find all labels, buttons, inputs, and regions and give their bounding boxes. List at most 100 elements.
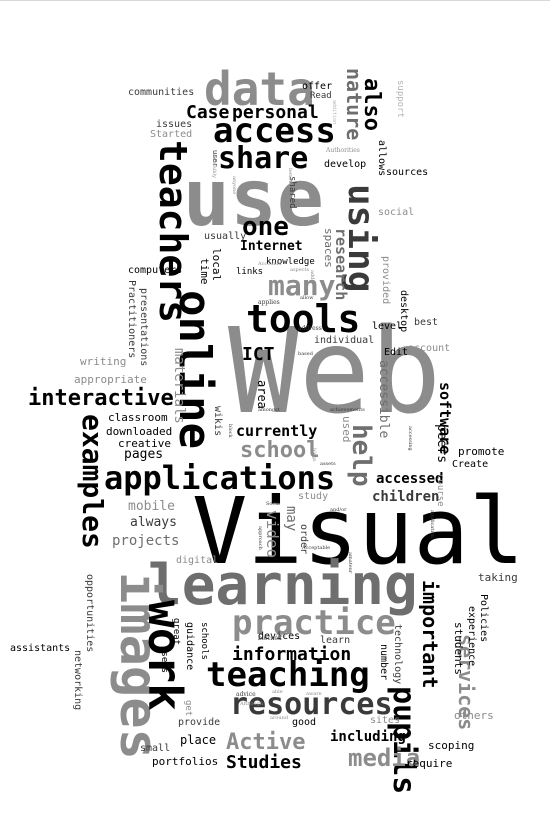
word-advice: advice: [236, 691, 256, 698]
word-local: local: [210, 248, 223, 282]
word-communities: communities: [128, 87, 195, 98]
word-may: may: [283, 506, 299, 532]
word-learn: learn: [320, 635, 351, 646]
word-find: find: [276, 633, 286, 639]
word-number: number: [378, 644, 389, 681]
word-digital: digital: [176, 555, 219, 566]
word-taking: taking: [478, 571, 518, 584]
word-experience: experience: [466, 606, 477, 667]
word-able: able: [272, 689, 283, 695]
word-portfolios: portfolios: [152, 755, 219, 768]
word-students: students: [452, 622, 465, 675]
word-andor: and/or: [330, 507, 347, 513]
word-add: add: [309, 270, 315, 280]
word-information: information: [232, 644, 352, 665]
word-share: share: [218, 141, 309, 176]
word-approach: approach: [257, 526, 263, 550]
word-active: Active: [226, 730, 306, 755]
word-including: including: [330, 729, 406, 745]
word-personal: personal: [232, 102, 319, 123]
word-individual: individual: [314, 335, 375, 346]
word-classroom: classroom: [108, 411, 168, 424]
word-guidance: guidance: [184, 622, 195, 671]
word-good: good: [292, 717, 317, 728]
word-downloaded: downloaded: [106, 425, 173, 438]
word-computers: computers: [128, 265, 183, 276]
word-interactive: interactive: [28, 386, 174, 411]
word-appropriate: appropriate: [74, 373, 147, 386]
word-school: school: [240, 438, 320, 463]
word-research: research: [332, 228, 350, 301]
word-users: users: [159, 646, 169, 674]
word-develop: develop: [324, 159, 367, 170]
word-provide: provide: [178, 717, 221, 728]
word-benefits: benefits: [287, 168, 293, 189]
word-small: small: [140, 743, 171, 754]
word-resources: resources: [230, 687, 393, 722]
word-socia: Socia: [266, 501, 280, 507]
word-studies: Studies: [226, 752, 302, 773]
word-practice: practice: [232, 603, 396, 643]
word-blogs: blogs: [311, 448, 317, 462]
word-internet: Internet: [240, 239, 303, 254]
word-many: many: [268, 269, 336, 302]
word-great: great: [171, 618, 181, 646]
word-acceptable: Acceptable: [302, 545, 331, 551]
word-case: Case: [186, 102, 230, 123]
word-around: around: [270, 715, 289, 721]
word-mobile: mobile: [128, 499, 175, 514]
word-opportunities: opportunities: [84, 574, 95, 653]
word-materials: materials: [171, 348, 187, 424]
word-creative: creative: [118, 437, 171, 450]
word-devices: devices: [258, 631, 301, 642]
word-assistants: assistants: [10, 643, 71, 654]
word-support: support: [395, 80, 405, 118]
word-policies: Policies: [478, 594, 489, 643]
word-level: level: [372, 321, 403, 332]
word-accessed: accessed: [376, 471, 444, 487]
word-study: study: [298, 491, 329, 502]
word-area: area: [255, 380, 269, 409]
word-achievements: achievements: [330, 407, 365, 413]
word-practitioners: Practitioners: [126, 280, 137, 359]
word-children: children: [372, 489, 440, 505]
word-issues: issues: [156, 119, 193, 130]
word-links: links: [236, 267, 264, 277]
word-media: media: [348, 744, 421, 772]
word-access: access: [213, 111, 336, 151]
word-based: based: [298, 351, 313, 357]
word-require: require: [406, 757, 453, 770]
word-technology: technology: [392, 624, 403, 685]
word-teaching: teaching: [206, 655, 370, 695]
word-examples: examples: [76, 414, 109, 549]
word-sites: sites: [370, 715, 401, 726]
word-create: Create: [452, 459, 489, 470]
word-applies: applies: [258, 299, 280, 306]
word-read: Read: [310, 91, 332, 101]
word-writing: writing: [80, 355, 127, 368]
word-accessibly: accessibly: [211, 152, 217, 178]
word-time: time: [198, 258, 211, 285]
word-promote: promote: [458, 445, 505, 458]
word-tools: tools: [246, 297, 361, 341]
word-used: used: [340, 416, 353, 443]
word-application: application: [429, 510, 435, 539]
word-pages: pages: [124, 447, 164, 462]
word-currently: currently: [236, 422, 318, 440]
word-address: address: [298, 325, 322, 332]
word-networking: networking: [72, 650, 83, 711]
word-block: block: [227, 424, 233, 438]
word-account: account: [408, 343, 451, 354]
word-nature: nature: [342, 68, 366, 141]
word-always: always: [130, 515, 177, 530]
word-usually: usually: [204, 231, 247, 242]
word-video: video: [263, 510, 282, 559]
word-use: use: [183, 154, 324, 244]
word-sources: sources: [386, 167, 429, 178]
word-one: one: [242, 212, 289, 242]
word-presentations: presentations: [138, 288, 149, 367]
word-visual: Visual: [192, 478, 525, 585]
word-applications: applications: [104, 459, 336, 497]
word-learning: learning: [148, 553, 418, 618]
